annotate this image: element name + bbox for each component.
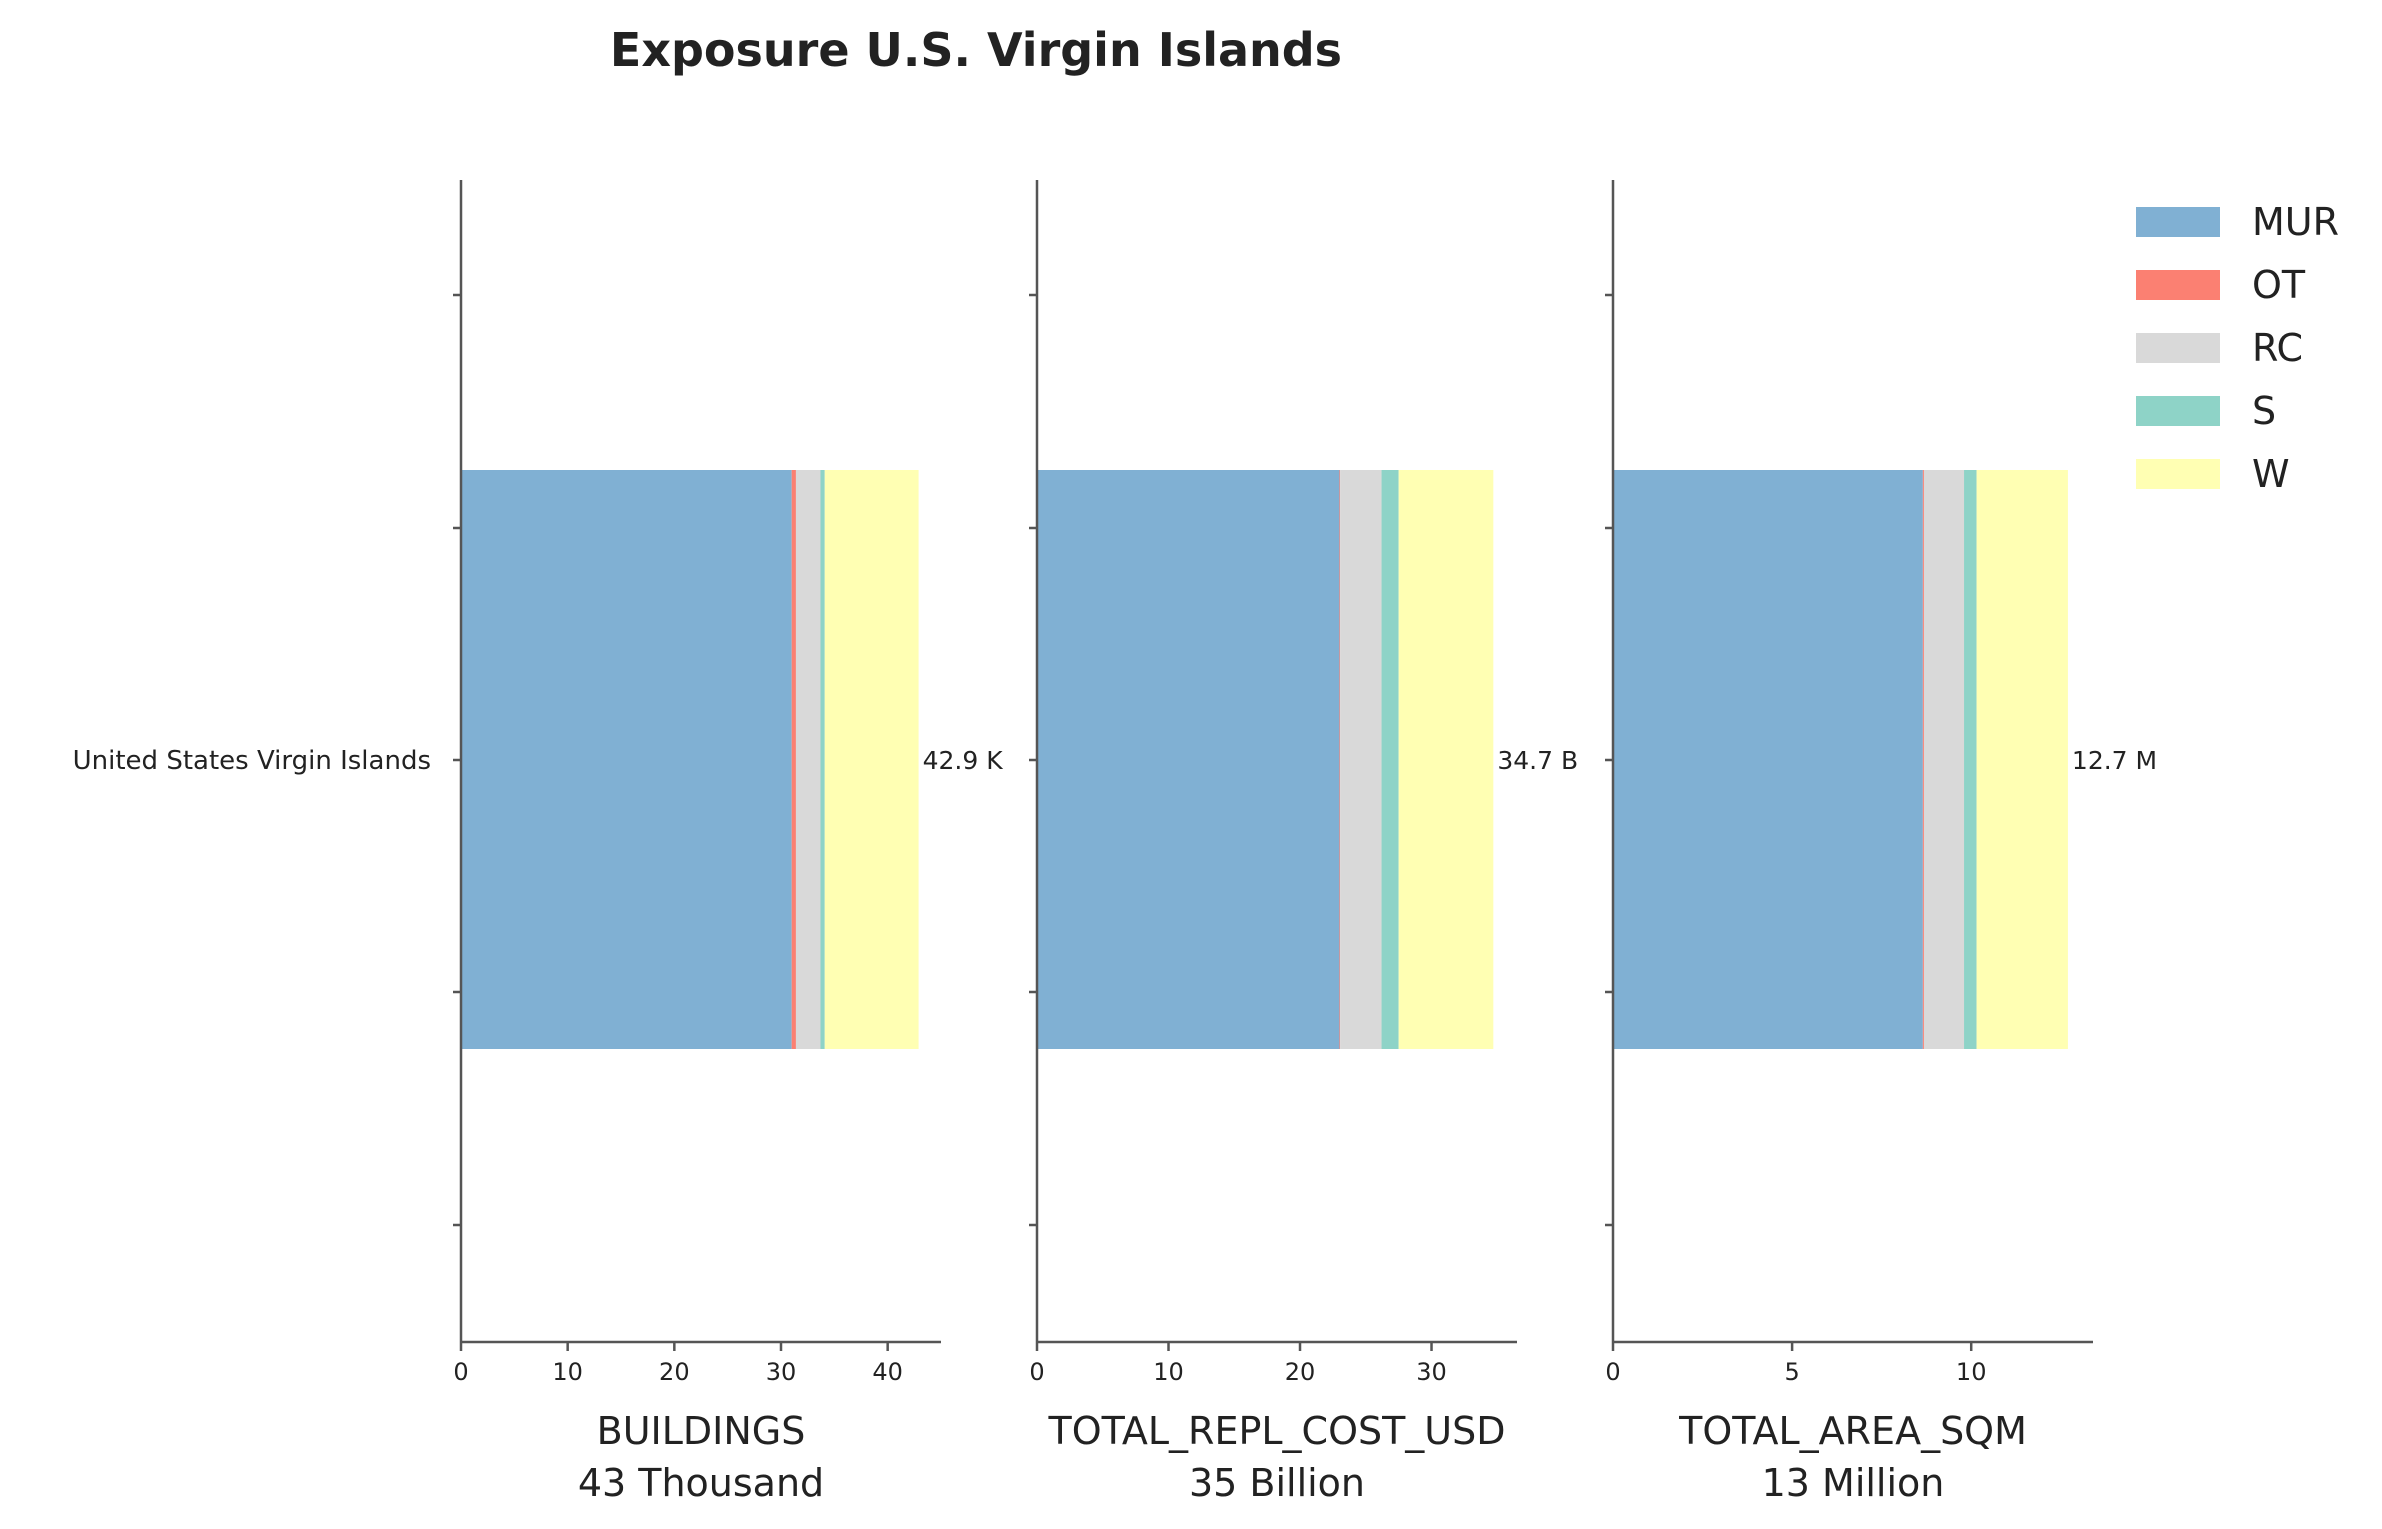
legend-label: S [2252, 389, 2276, 433]
x-tick-label: 10 [1153, 1358, 1184, 1386]
bar-segment-ot [1339, 470, 1341, 1049]
legend-label: W [2252, 452, 2290, 496]
panel-2: 34.7 B 0 10 20 30 TOTAL_REPL_COST_USD 35 Billi… [1029, 180, 1578, 1505]
bar-segment-s [1964, 470, 1977, 1049]
legend-item-w: W [2136, 452, 2290, 496]
bar-segment-ot [791, 470, 796, 1049]
bar-segment-mur [1613, 470, 1923, 1049]
x-tick-label: 0 [1029, 1358, 1044, 1386]
bar-segment-ot [1922, 470, 1924, 1049]
bar-segment-w [1976, 470, 2068, 1049]
x-axis-sublabel: 13 Million [1762, 1461, 1945, 1505]
bar-segment-rc [1923, 470, 1965, 1049]
x-tick-label: 30 [766, 1358, 797, 1386]
legend-label: OT [2252, 263, 2306, 307]
bar-segment-s [820, 470, 825, 1049]
legend-label: RC [2252, 326, 2303, 370]
x-axis-sublabel: 43 Thousand [578, 1461, 824, 1505]
legend-swatch [2136, 270, 2220, 300]
chart-title: Exposure U.S. Virgin Islands [610, 23, 1342, 77]
category-label: United States Virgin Islands [73, 746, 431, 776]
legend-label: MUR [2252, 200, 2339, 244]
x-tick-label: 10 [1956, 1358, 1987, 1386]
bar-total-label: 42.9 K [923, 746, 1004, 775]
legend-swatch [2136, 333, 2220, 363]
x-axis-label: BUILDINGS [597, 1409, 806, 1453]
x-tick-label: 40 [872, 1358, 903, 1386]
bar-total-label: 12.7 M [2072, 746, 2157, 775]
legend-item-s: S [2136, 389, 2276, 433]
chart-legend: MUR OT RC SW [2136, 200, 2339, 496]
legend-item-rc: RC [2136, 326, 2303, 370]
bar-segment-mur [461, 470, 792, 1049]
x-axis-sublabel: 35 Billion [1189, 1461, 1365, 1505]
x-tick-label: 20 [1285, 1358, 1316, 1386]
x-tick-label: 20 [659, 1358, 690, 1386]
panel-3: 12.7 M 0 5 10 TOTAL_AREA_SQM 13 Million [1605, 180, 2157, 1505]
x-axis-label: TOTAL_AREA_SQM [1678, 1409, 2027, 1453]
legend-item-ot: OT [2136, 263, 2306, 307]
legend-swatch [2136, 459, 2220, 489]
bar-segment-rc [795, 470, 821, 1049]
bar-segment-w [824, 470, 919, 1049]
bar-total-label: 34.7 B [1497, 746, 1578, 775]
bar-segment-w [1398, 470, 1494, 1049]
x-tick-label: 10 [552, 1358, 583, 1386]
legend-item-mur: MUR [2136, 200, 2339, 244]
bar-segment-rc [1340, 470, 1382, 1049]
x-tick-label: 30 [1416, 1358, 1447, 1386]
x-tick-label: 5 [1784, 1358, 1799, 1386]
panel-1: 42.9 K United States Virgin Islands 0 10 20 3… [73, 180, 1004, 1505]
legend-swatch [2136, 207, 2220, 237]
x-tick-label: 0 [453, 1358, 468, 1386]
bar-segment-s [1381, 470, 1399, 1049]
legend-swatch [2136, 396, 2220, 426]
x-tick-label: 0 [1605, 1358, 1620, 1386]
x-axis-label: TOTAL_REPL_COST_USD [1047, 1409, 1505, 1453]
bar-segment-mur [1037, 470, 1340, 1049]
